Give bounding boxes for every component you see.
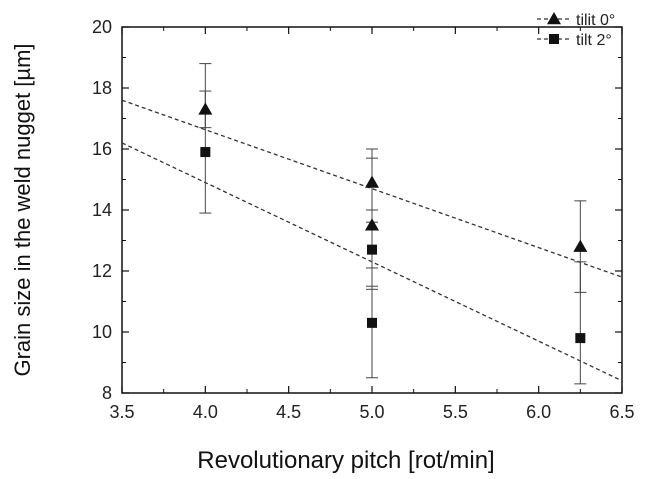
y-tick-label: 14 <box>92 200 112 220</box>
tilt0-data-point <box>365 176 379 188</box>
x-tick-label: 4.0 <box>193 402 218 422</box>
y-tick-label: 20 <box>92 17 112 37</box>
legend-tilt2-label: tilt 2° <box>576 32 612 49</box>
x-tick-label: 6.0 <box>526 402 551 422</box>
tilt2-data-point <box>200 147 210 157</box>
y-tick-label: 16 <box>92 139 112 159</box>
legend-tilt0-marker <box>547 12 561 24</box>
x-tick-label: 6.5 <box>609 402 634 422</box>
data-markers <box>198 102 587 343</box>
tilt0-data-point <box>573 240 587 252</box>
legend-tilt2-marker <box>549 34 559 44</box>
axes: 3.5 4.0 4.5 5.0 5.5 6.0 6.5 8 10 12 14 16 18 20 <box>92 17 635 422</box>
x-tick-label: 5.5 <box>443 402 468 422</box>
y-tick-label: 10 <box>92 322 112 342</box>
legend-tilt0-label: tilit 0° <box>576 12 615 29</box>
y-tick-label: 8 <box>102 383 112 403</box>
y-tick-label: 12 <box>92 261 112 281</box>
x-tick-label: 3.5 <box>109 402 134 422</box>
y-tick-label: 18 <box>92 78 112 98</box>
legend: tilit 0° tilt 2° <box>537 12 615 49</box>
x-axis-title: Revolutionary pitch [rot/min] <box>197 447 494 474</box>
y-axis-title: Grain size in the weld nugget [µm] <box>10 43 35 376</box>
tilt2-data-point <box>367 245 377 255</box>
x-tick-label: 4.5 <box>276 402 301 422</box>
tilt0-data-point <box>198 102 212 114</box>
tilt0-data-point <box>365 218 379 230</box>
tilt2-data-point <box>575 333 585 343</box>
x-tick-label: 5.0 <box>359 402 384 422</box>
tilt2-data-point <box>367 318 377 328</box>
